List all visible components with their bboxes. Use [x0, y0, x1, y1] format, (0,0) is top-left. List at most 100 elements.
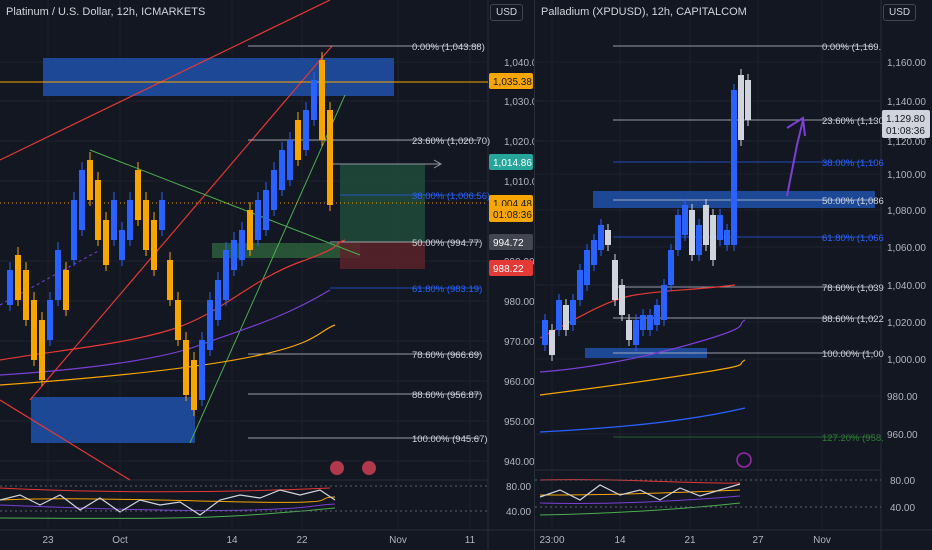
fib-label-7: 100.00% (1,00 [822, 349, 884, 360]
price-axis-label-0: 1,160.00 [887, 58, 926, 69]
ma-orange [539, 359, 746, 396]
fib-label-3: 50.00% (994.77) [412, 238, 482, 249]
candle-body-22 [696, 225, 702, 255]
candle-body-9 [79, 170, 85, 230]
osc-red [539, 479, 741, 484]
price-tag-1-bg [882, 122, 930, 138]
price-axis-label-9: 940.00 [504, 457, 534, 468]
candle-body-7 [63, 270, 69, 310]
fib-label-2: 38.00% (1,006.56) [412, 191, 490, 202]
candle-body-18 [668, 250, 674, 285]
candle-body-25 [207, 300, 213, 350]
stop-loss-box [340, 242, 425, 269]
fib-label-8: 127.20% (958. [822, 433, 884, 444]
candle-body-20 [682, 205, 688, 235]
candle-body-3 [563, 305, 569, 330]
trendline-green-up [189, 94, 346, 444]
price-tag-0: 1,129.80 [886, 114, 925, 125]
time-axis-label-1: Oct [112, 535, 128, 546]
candle-body-16 [654, 305, 660, 325]
left-currency-button[interactable]: USD [490, 4, 524, 21]
ma-blue [539, 407, 746, 433]
price-axis-label-10: 960.00 [887, 430, 918, 441]
candle-body-8 [71, 200, 77, 260]
candle-body-0 [7, 270, 13, 305]
candle-body-21 [689, 210, 695, 255]
price-axis-label-9: 980.00 [887, 392, 918, 403]
price-axis-label-2: 1,120.00 [887, 137, 926, 148]
platinum-chart-canvas[interactable]: 0.00% (1,043.88) 23.60% (1,020.70) 38.00% … [0, 0, 534, 550]
time-axis-label-3: 27 [752, 535, 764, 546]
price-axis-label-3: 1,100.00 [887, 170, 926, 181]
projection-arrow [786, 119, 804, 197]
candle-body-1 [549, 330, 555, 355]
candle-body-36 [295, 120, 301, 160]
candle-body-24 [710, 215, 716, 260]
candle-body-2 [556, 300, 562, 330]
osc-green [539, 502, 741, 516]
candle-body-34 [279, 150, 285, 190]
candle-body-12 [626, 320, 632, 340]
price-axis-label-2: 1,020.00 [504, 137, 534, 148]
candle-body-17 [143, 200, 149, 250]
price-axis-label-6: 970.00 [504, 337, 534, 348]
candle-body-5 [47, 300, 53, 340]
candle-body-26 [215, 280, 221, 320]
fib-label-1: 23.60% (1,130 [822, 116, 884, 127]
fib-label-4: 61.80% (1,066 [822, 233, 884, 244]
price-tag-0-bg [489, 73, 533, 89]
price-axis-label-1: 1,030.00 [504, 97, 534, 108]
candle-body-38 [311, 80, 317, 120]
candle-body-19 [675, 215, 681, 250]
candle-body-30 [247, 210, 253, 250]
palladium-chart-canvas[interactable]: 0.00% (1,169. 23.60% (1,130 38.00% (1,106 5… [535, 0, 932, 550]
price-tag-5-bg [489, 260, 533, 276]
candle-body-11 [95, 180, 101, 240]
time-axis-label-2: 14 [226, 535, 238, 546]
event-flag [736, 452, 752, 468]
platinum-chart-pane[interactable]: 0.00% (1,043.88) 23.60% (1,020.70) 38.00% … [0, 0, 534, 550]
osc-purple [0, 503, 336, 512]
candle-body-6 [55, 250, 61, 300]
candle-body-35 [287, 140, 293, 180]
candle-body-23 [191, 360, 197, 410]
pane-divider[interactable] [534, 0, 535, 550]
price-tag-1-bg [489, 154, 533, 170]
palladium-chart-pane[interactable]: 0.00% (1,169. 23.60% (1,130 38.00% (1,106 5… [535, 0, 932, 550]
right-currency-button[interactable]: USD [883, 4, 917, 21]
fib-label-1: 23.60% (1,020.70) [412, 136, 490, 147]
price-tag-2: 1,004.48 [493, 199, 532, 210]
price-tag-3-bg [489, 206, 533, 222]
candle-body-11 [619, 285, 625, 315]
candle-body-18 [151, 220, 157, 270]
candle-body-4 [39, 320, 45, 380]
candle-body-27 [223, 250, 229, 300]
ma-orange [0, 324, 336, 386]
fib-label-2: 38.00% (1,106 [822, 158, 884, 169]
price-axis-label-0: 1,040.00 [504, 58, 534, 69]
price-axis-label-1: 1,140.00 [887, 97, 926, 108]
fib-label-0: 0.00% (1,043.88) [412, 42, 485, 53]
price-axis-label-6: 1,040.00 [887, 281, 926, 292]
candle-body-10 [612, 260, 618, 300]
candle-body-24 [199, 340, 205, 400]
candle-body-16 [135, 170, 141, 220]
candle-body-20 [167, 260, 173, 300]
price-tag-3: 01:08:36 [493, 210, 532, 221]
candle-body-8 [598, 225, 604, 250]
osc-main [539, 483, 741, 501]
candle-body-19 [159, 200, 165, 230]
candle-body-6 [584, 250, 590, 285]
candle-body-3 [31, 300, 37, 360]
candle-body-29 [745, 80, 751, 120]
time-axis-label-4: Nov [813, 535, 831, 546]
fib-label-6: 88.60% (956.87) [412, 390, 482, 401]
osc-axis-40: 40.00 [506, 507, 531, 518]
price-axis-label-4: 1,080.00 [887, 206, 926, 217]
time-axis-label-4: Nov [389, 535, 407, 546]
price-tag-4-bg [489, 234, 533, 250]
candle-body-13 [111, 200, 117, 240]
candle-body-4 [570, 300, 576, 325]
candle-body-29 [239, 230, 245, 260]
fib-label-0: 0.00% (1,169. [822, 42, 881, 53]
